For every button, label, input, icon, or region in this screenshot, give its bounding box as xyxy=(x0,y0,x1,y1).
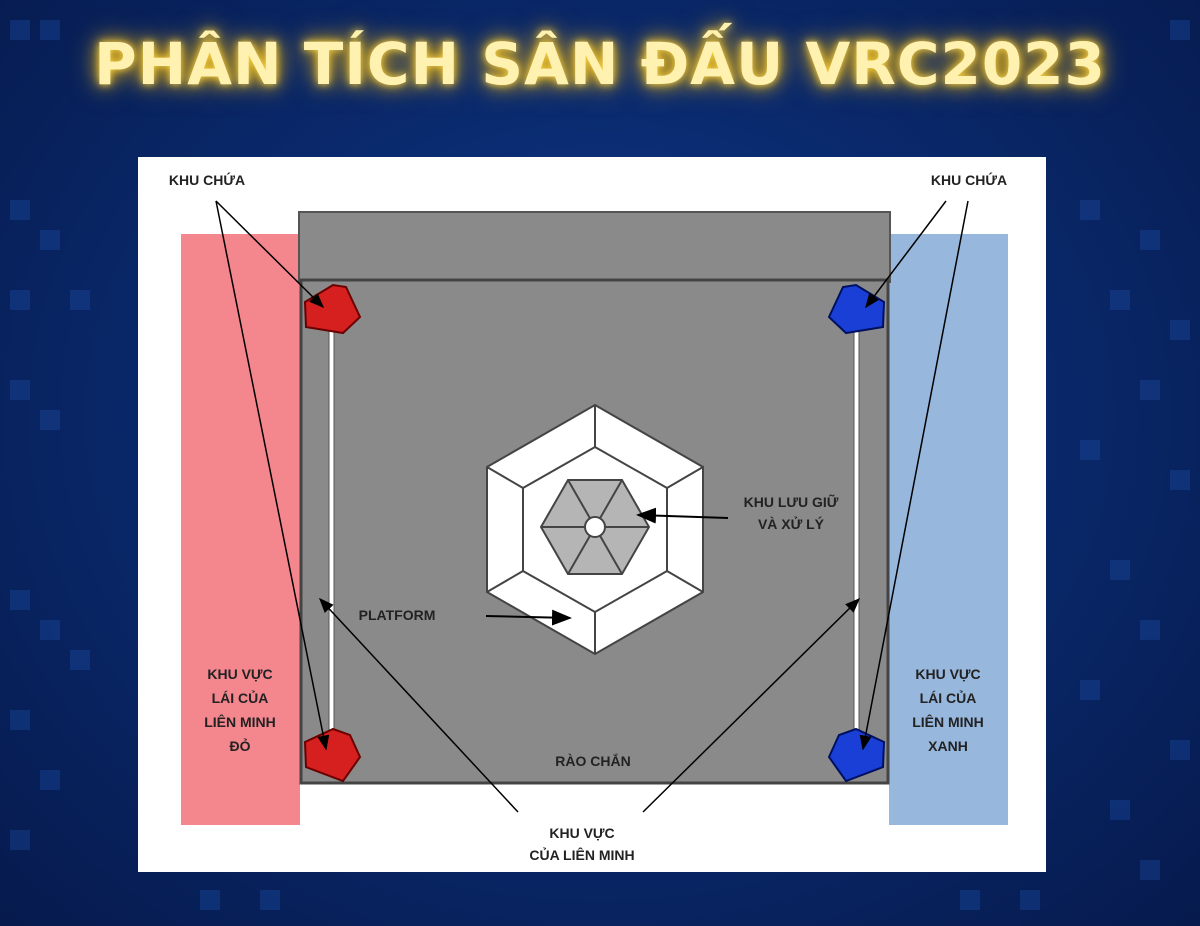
red-drive-line2: LÁI CỦA xyxy=(211,690,269,706)
field-diagram: KHU CHỨA KHU CHỨA KHU LƯU GIỮ VÀ XỬ LÝ P… xyxy=(138,157,1046,872)
field-drawing xyxy=(181,200,1008,825)
platform-spokes xyxy=(486,405,704,654)
storage-label-line1: KHU LƯU GIỮ xyxy=(743,494,839,510)
platform-arrow xyxy=(485,609,572,626)
red-drive-zone-label: KHU VỰC LÁI CỦA LIÊN MINH ĐỎ xyxy=(190,662,290,758)
alliance-leader-lines xyxy=(318,597,861,813)
blue-drive-line2: LÁI CỦA xyxy=(919,690,977,706)
storage-center xyxy=(584,516,606,538)
alliance-line1: KHU VỰC xyxy=(549,825,615,841)
container-label-right: KHU CHỨA xyxy=(930,172,1008,188)
barrier-rail-left xyxy=(328,321,335,738)
blue-drive-line1: KHU VỰC xyxy=(915,666,981,682)
alliance-area-label: KHU VỰC CỦA LIÊN MINH xyxy=(502,822,662,866)
alliance-line2: CỦA LIÊN MINH xyxy=(529,847,635,863)
blue-alliance-drive-zone xyxy=(889,234,1008,825)
red-drive-line3: LIÊN MINH xyxy=(204,714,276,730)
blue-drive-line4: XANH xyxy=(928,738,968,754)
storage-arrow xyxy=(636,507,729,524)
red-alliance-drive-zone xyxy=(181,234,300,825)
container-label-left: KHU CHỨA xyxy=(168,172,246,188)
platform-label: PLATFORM xyxy=(358,607,436,623)
blue-drive-zone-label: KHU VỰC LÁI CỦA LIÊN MINH XANH xyxy=(898,662,998,758)
page-title: PHÂN TÍCH SÂN ĐẤU VRC2023 xyxy=(94,30,1106,98)
top-strip xyxy=(298,211,891,283)
blue-drive-line3: LIÊN MINH xyxy=(912,714,984,730)
barrier-label: RÀO CHẮN xyxy=(555,753,631,769)
red-drive-line1: KHU VỰC xyxy=(207,666,273,682)
storage-label: KHU LƯU GIỮ VÀ XỬ LÝ xyxy=(736,491,846,535)
storage-label-line2: VÀ XỬ LÝ xyxy=(757,516,825,532)
red-drive-line4: ĐỎ xyxy=(229,738,251,754)
container-leader-lines xyxy=(215,200,969,751)
barrier-rail-right xyxy=(853,321,860,738)
